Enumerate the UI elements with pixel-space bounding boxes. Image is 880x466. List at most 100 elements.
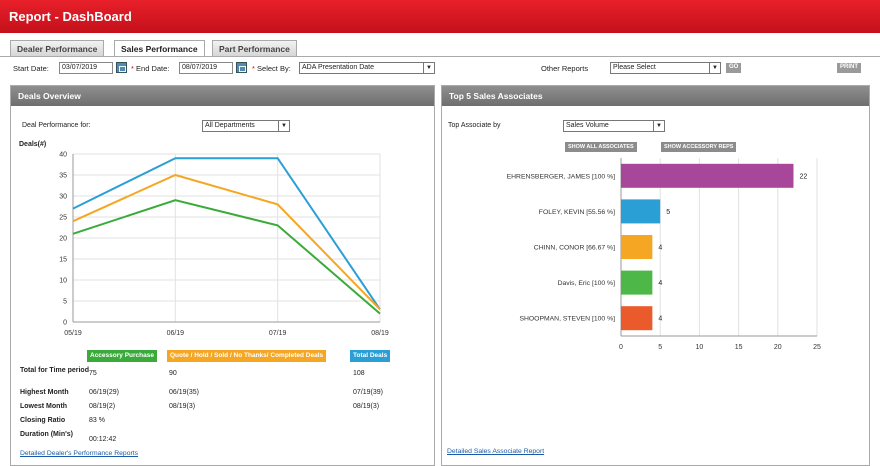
bar-value-label: 22 — [799, 173, 807, 180]
x-tick-label: 06/19 — [167, 330, 185, 337]
category-label: SHOOPMAN, STEVEN [100 %] — [519, 316, 615, 323]
bar — [621, 163, 794, 188]
tab-part-performance[interactable]: Part Performance — [212, 40, 297, 56]
stats-cell: 90 — [169, 370, 177, 377]
stats-cell: 75 — [89, 370, 97, 377]
chevron-down-icon: ▼ — [709, 63, 720, 73]
x-tick-label: 0 — [619, 344, 623, 351]
series-line-2 — [72, 199, 381, 315]
end-date-label: * End Date: — [131, 64, 170, 73]
stats-cell: 08/19(3) — [353, 403, 380, 410]
stats-label: Duration (Min's) — [20, 431, 73, 438]
bar — [621, 199, 661, 224]
y-tick-label: 20 — [59, 236, 67, 243]
sales-associate-report-link[interactable]: Detailed Sales Associate Report — [447, 448, 545, 455]
stats-label: Closing Ratio — [20, 417, 66, 424]
bar-value-label: 5 — [666, 209, 670, 216]
legend-accessory-purchase: Accessory Purchase — [87, 350, 157, 362]
top-associate-label: Top Associate by — [448, 122, 501, 129]
show-all-associates-button[interactable]: SHOW ALL ASSOCIATES — [565, 142, 637, 152]
stats-label: Lowest Month — [20, 403, 68, 410]
deal-performance-label: Deal Performance for: — [22, 122, 91, 129]
stats-label: Total for Time period — [20, 367, 89, 374]
end-calendar-icon[interactable] — [236, 62, 247, 73]
start-date-input[interactable]: 03/07/2019 — [59, 62, 113, 74]
go-button[interactable]: GO — [726, 63, 742, 73]
bar — [621, 306, 653, 331]
stats-cell: 108 — [353, 370, 365, 377]
top5-header: Top 5 Sales Associates — [442, 86, 869, 106]
x-tick-label: 20 — [774, 344, 782, 351]
tab-divider — [0, 56, 880, 57]
deal-performance-value: All Departments — [205, 122, 255, 129]
stats-cell: 07/19(39) — [353, 389, 383, 396]
bar-value-label: 4 — [658, 316, 662, 323]
end-date-label-text: End Date: — [136, 64, 170, 73]
x-tick-label: 5 — [658, 344, 662, 351]
dealer-performance-report-link[interactable]: Detailed Dealer's Performance Reports — [20, 450, 139, 457]
select-by-label: * Select By: — [252, 64, 291, 73]
x-tick-label: 05/19 — [64, 330, 82, 337]
stats-cell: 08/19(3) — [169, 403, 196, 410]
deals-overview-panel: Deals Overview Deal Performance for: All… — [10, 85, 435, 466]
other-reports-label: Other Reports — [541, 64, 589, 73]
start-date-label: Start Date: — [13, 64, 49, 73]
chevron-down-icon: ▼ — [423, 63, 434, 73]
top-associate-dropdown[interactable]: Sales Volume ▼ — [563, 120, 665, 132]
print-button[interactable]: PRINT — [837, 63, 861, 73]
select-by-label-text: Select By: — [257, 64, 291, 73]
select-by-value: ADA Presentation Date — [302, 64, 374, 71]
y-tick-label: 0 — [63, 320, 67, 327]
stats-cell: 06/19(29) — [89, 389, 119, 396]
other-reports-dropdown[interactable]: Please Select ▼ — [610, 62, 721, 74]
y-tick-label: 15 — [59, 257, 67, 264]
x-tick-label: 25 — [813, 344, 821, 351]
chevron-down-icon: ▼ — [278, 121, 289, 131]
tab-sales-performance[interactable]: Sales Performance — [114, 40, 205, 57]
stats-cell: 83 % — [89, 417, 105, 424]
deals-overview-header: Deals Overview — [11, 86, 434, 106]
stats-cell: 00:12:42 — [89, 436, 117, 443]
end-date-input[interactable]: 08/07/2019 — [179, 62, 233, 74]
x-tick-label: 08/19 — [371, 330, 389, 337]
deals-line-chart: Deals(#) 0 5 10 15 20 25 30 35 40 05/19 06/19 07/19 0… — [19, 141, 389, 337]
category-label: FOLEY, KEVIN [55.56 %] — [539, 209, 615, 216]
page-title: Report - DashBoard — [9, 9, 132, 24]
y-tick-label: 40 — [59, 152, 67, 159]
chevron-down-icon: ▼ — [653, 121, 664, 131]
legend-total-deals: Total Deals — [350, 350, 391, 362]
select-by-dropdown[interactable]: ADA Presentation Date ▼ — [299, 62, 435, 74]
x-tick-label: 15 — [735, 344, 743, 351]
top5-associates-panel: Top 5 Sales Associates Top Associate by … — [441, 85, 870, 466]
bar — [621, 235, 653, 259]
filter-bar: Start Date: 03/07/2019 * End Date: 08/07… — [0, 60, 880, 76]
category-label: Davis, Eric [100 %] — [558, 280, 616, 287]
stats-cell: 06/19(35) — [169, 389, 199, 396]
y-tick-label: 25 — [59, 215, 67, 222]
stats-label: Highest Month — [20, 389, 69, 396]
tab-dealer-performance[interactable]: Dealer Performance — [10, 40, 105, 56]
x-tick-label: 10 — [696, 344, 704, 351]
bar-value-label: 4 — [658, 280, 662, 287]
deal-performance-dropdown[interactable]: All Departments ▼ — [202, 120, 290, 132]
x-tick-label: 07/19 — [269, 330, 287, 337]
associates-bar-chart: 0 5 10 15 20 25 EHRENSBERGER, JAMES [100 %] 22 F… — [507, 158, 821, 351]
bar — [621, 270, 653, 295]
top-associate-value: Sales Volume — [566, 122, 609, 129]
stats-cell: 08/19(2) — [89, 403, 116, 410]
category-label: EHRENSBERGER, JAMES [100 %] — [507, 173, 616, 180]
category-label: CHINN, CONOR [66.67 %] — [534, 245, 615, 252]
title-bar: Report - DashBoard — [0, 0, 880, 33]
other-reports-value: Please Select — [613, 64, 656, 71]
show-accessory-reps-button[interactable]: SHOW ACCESSORY REPS — [661, 142, 737, 152]
series-line-1 — [72, 173, 381, 311]
y-tick-label: 5 — [63, 299, 67, 306]
y-tick-label: 35 — [59, 173, 67, 180]
series-line-0 — [72, 157, 381, 310]
bar-value-label: 4 — [658, 245, 662, 252]
y-tick-label: 10 — [59, 278, 67, 285]
y-axis-label: Deals(#) — [19, 141, 46, 148]
legend-completed-deals: Quote / Hold / Sold / No Thanks/ Complet… — [167, 350, 327, 362]
start-calendar-icon[interactable] — [116, 62, 127, 73]
y-tick-label: 30 — [59, 194, 67, 201]
